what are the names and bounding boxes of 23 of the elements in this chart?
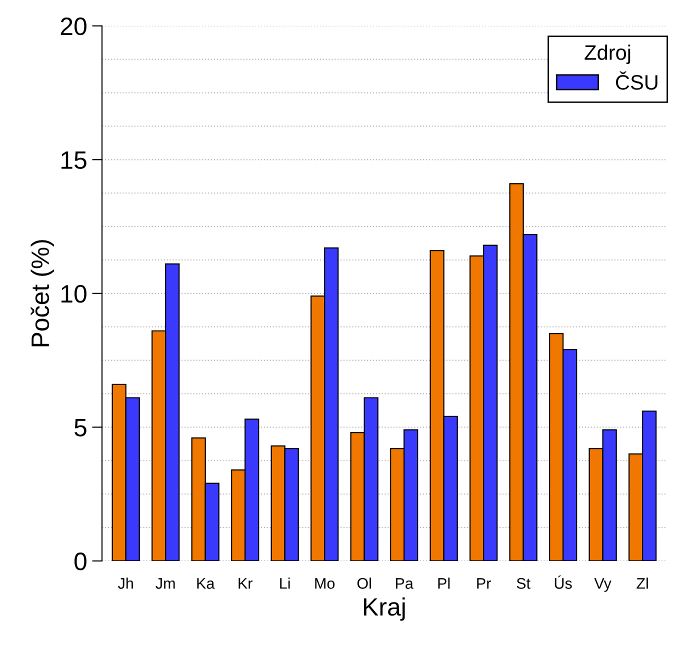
y-tick-label: 20 <box>60 17 86 36</box>
x-tick-label: Jh <box>118 578 133 589</box>
x-tick-label: Kr <box>238 578 252 589</box>
y-tick-label: 0 <box>74 552 86 570</box>
x-tick-label: St <box>516 578 530 589</box>
x-tick-label: Ús <box>554 575 572 589</box>
x-tick-label: Ol <box>357 578 371 589</box>
x-axis-title: Kraj <box>364 597 405 621</box>
x-tick-label: Pa <box>396 578 414 589</box>
x-tick-label: Ka <box>197 578 215 589</box>
legend-label: ČSU <box>616 71 658 90</box>
x-tick-label: Vy <box>594 578 612 592</box>
y-axis-title: Počet (%) <box>30 240 54 346</box>
x-tick-label: Pl <box>438 578 450 589</box>
legend-title: Zdroj <box>584 44 630 64</box>
y-tick-label: 5 <box>74 419 86 436</box>
y-tick-label: 15 <box>62 152 86 169</box>
x-tick-label: Li <box>280 578 290 589</box>
y-tick-label: 10 <box>62 285 86 303</box>
x-tick-label: Jm <box>156 578 175 589</box>
x-tick-label: Pr <box>477 578 491 589</box>
x-tick-label: Mo <box>315 578 335 589</box>
x-tick-label: Zl <box>636 578 648 589</box>
